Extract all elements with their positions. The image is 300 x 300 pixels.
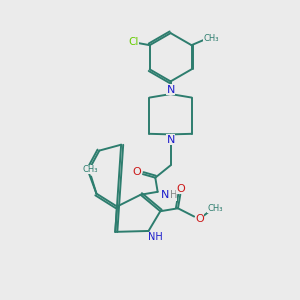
Text: N: N (167, 85, 175, 94)
Text: CH₃: CH₃ (83, 165, 98, 174)
Text: H: H (169, 190, 177, 200)
Text: Cl: Cl (128, 37, 139, 47)
Text: CH₃: CH₃ (207, 204, 223, 213)
Text: N: N (161, 190, 169, 200)
Text: N: N (167, 84, 175, 94)
Text: CH₃: CH₃ (204, 34, 219, 43)
Text: NH: NH (148, 232, 162, 242)
Text: O: O (176, 184, 185, 194)
Text: N: N (167, 135, 175, 145)
Text: O: O (132, 167, 141, 177)
Text: O: O (195, 214, 204, 224)
